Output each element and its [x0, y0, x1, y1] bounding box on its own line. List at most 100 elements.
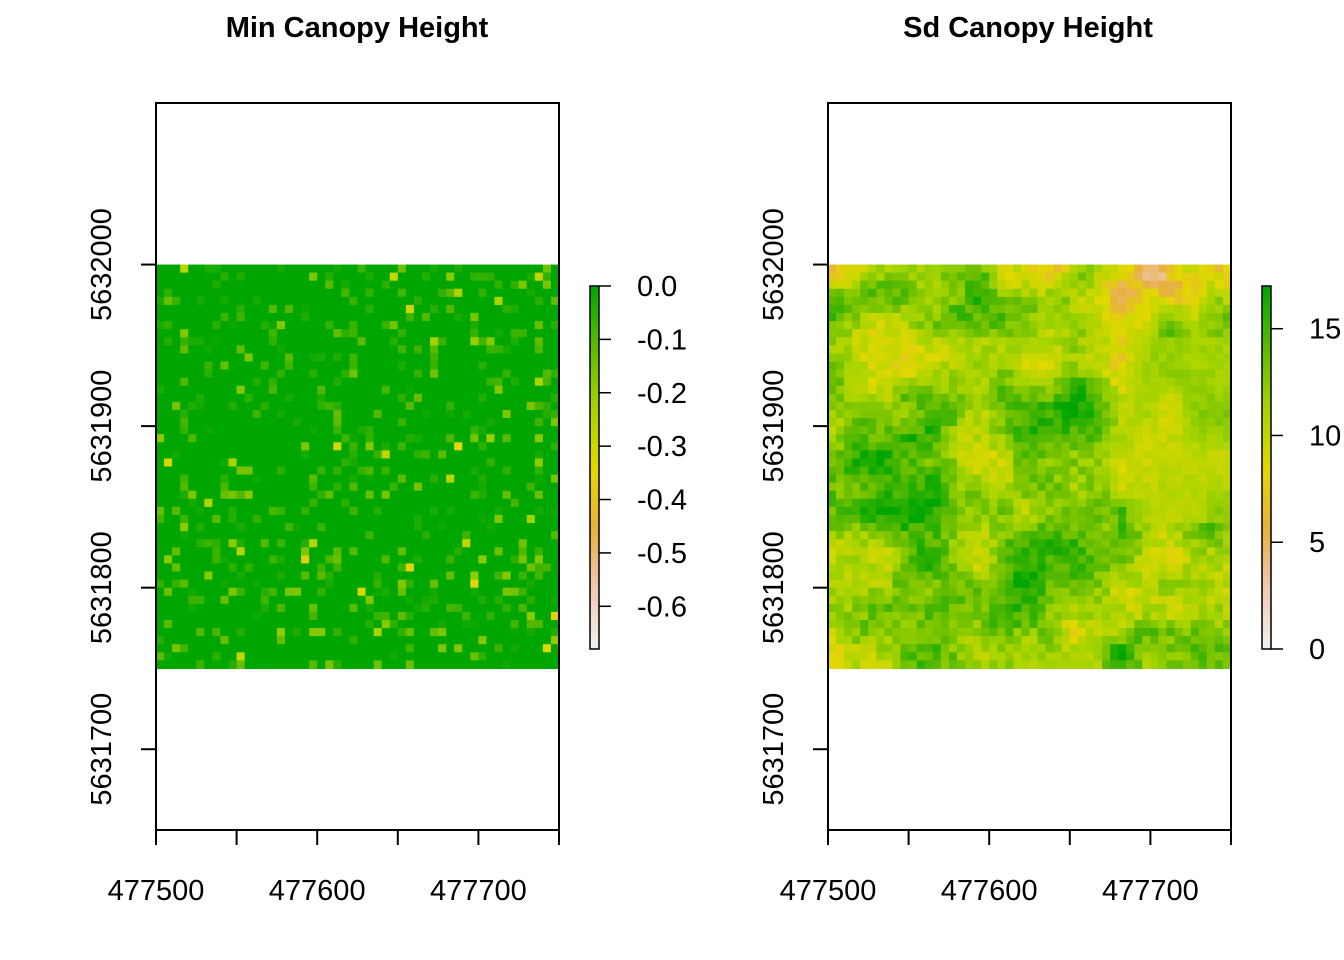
raster-cell	[1142, 321, 1151, 330]
raster-cell	[470, 490, 479, 500]
raster-cell	[956, 385, 966, 395]
raster-cell	[333, 450, 342, 460]
raster-cell	[1069, 296, 1079, 306]
raster-cell	[494, 514, 504, 524]
raster-cell	[494, 595, 504, 605]
raster-cell	[276, 337, 286, 346]
raster-cell	[1150, 571, 1160, 581]
raster-cell	[301, 272, 310, 282]
raster-cell	[924, 531, 934, 540]
raster-cell	[413, 660, 423, 670]
raster-cell	[1102, 321, 1111, 330]
raster-cell	[932, 563, 942, 573]
raster-cell	[325, 603, 334, 613]
raster-cell	[156, 426, 165, 435]
raster-cell	[317, 442, 326, 451]
raster-cell	[462, 523, 471, 532]
raster-cell	[956, 490, 966, 500]
raster-cell	[309, 571, 318, 581]
raster-cell	[1037, 611, 1047, 621]
raster-cell	[1021, 426, 1031, 435]
raster-cell	[421, 434, 431, 443]
raster-cell	[397, 304, 407, 314]
raster-cell	[341, 280, 351, 290]
raster-cell	[932, 555, 942, 565]
raster-cell	[981, 563, 990, 573]
raster-cell	[1166, 385, 1176, 395]
raster-cell	[228, 280, 238, 290]
raster-cell	[276, 288, 286, 298]
raster-cell	[462, 490, 471, 500]
raster-cell	[1110, 288, 1119, 298]
raster-cell	[1013, 361, 1023, 371]
raster-cell	[1085, 514, 1095, 524]
legend-swatch	[590, 612, 599, 620]
raster-cell	[397, 450, 407, 460]
raster-cell	[325, 369, 334, 379]
raster-cell	[940, 434, 950, 443]
raster-cell	[244, 595, 254, 605]
raster-cell	[333, 474, 342, 484]
raster-cell	[1045, 474, 1055, 484]
raster-cell	[965, 474, 974, 484]
raster-cell	[1102, 458, 1111, 468]
raster-cell	[1021, 353, 1031, 363]
raster-cell	[1077, 539, 1087, 548]
raster-cell	[349, 563, 359, 573]
raster-cell	[317, 523, 326, 532]
raster-cell	[1021, 514, 1031, 524]
raster-cell	[550, 264, 560, 274]
raster-cell	[164, 619, 173, 629]
raster-cell	[1053, 337, 1063, 346]
raster-cell	[1150, 555, 1160, 565]
raster-cell	[172, 313, 181, 322]
raster-cell	[454, 450, 463, 460]
raster-cell	[534, 313, 544, 322]
raster-cell	[916, 579, 926, 589]
raster-cell	[956, 353, 966, 363]
raster-cell	[1085, 531, 1095, 540]
raster-cell	[948, 450, 958, 460]
raster-cell	[1126, 644, 1135, 653]
raster-cell	[924, 369, 934, 379]
raster-cell	[268, 523, 278, 532]
raster-cell	[1206, 321, 1216, 330]
raster-cell	[940, 482, 950, 492]
raster-cell	[317, 264, 326, 274]
raster-cell	[438, 547, 447, 556]
raster-cell	[180, 660, 189, 670]
raster-cell	[956, 458, 966, 468]
raster-cell	[502, 579, 512, 589]
raster-cell	[956, 361, 966, 371]
raster-cell	[1005, 377, 1014, 387]
raster-cell	[284, 498, 294, 508]
raster-cell	[989, 337, 998, 346]
raster-cell	[981, 288, 990, 298]
raster-cell	[900, 603, 910, 613]
raster-cell	[1021, 377, 1031, 387]
raster-cell	[268, 514, 278, 524]
raster-cell	[1077, 321, 1087, 330]
raster-cell	[1182, 345, 1192, 355]
raster-cell	[965, 264, 974, 274]
raster-cell	[172, 490, 181, 500]
raster-cell	[1118, 434, 1127, 443]
raster-cell	[1222, 434, 1232, 443]
raster-cell	[908, 377, 918, 387]
raster-cell	[349, 409, 359, 419]
raster-cell	[1222, 361, 1232, 371]
raster-cell	[1013, 442, 1023, 451]
raster-cell	[333, 313, 342, 322]
raster-cell	[486, 603, 496, 613]
raster-cell	[1069, 611, 1079, 621]
raster-cell	[965, 579, 974, 589]
raster-cell	[309, 652, 318, 661]
raster-cell	[494, 337, 504, 346]
raster-cell	[357, 514, 367, 524]
raster-cell	[349, 660, 359, 670]
raster-cell	[836, 385, 845, 395]
raster-cell	[333, 401, 342, 411]
raster-cell	[1182, 571, 1192, 581]
raster-cell	[1222, 482, 1232, 492]
raster-cell	[989, 434, 998, 443]
